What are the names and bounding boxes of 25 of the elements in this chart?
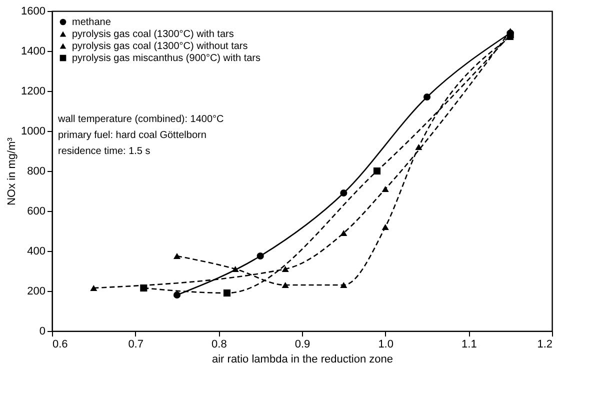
x-tick-label: 0.8 [212, 338, 227, 350]
annotation: primary fuel: hard coal Göttelborn [58, 130, 206, 141]
legend-label: methane [72, 17, 112, 28]
annotation: residence time: 1.5 s [58, 146, 150, 157]
legend-label: pyrolysis gas miscanthus (900°C) with tars [72, 53, 261, 64]
y-tick-label: 600 [27, 206, 46, 218]
y-tick-label: 0 [39, 326, 46, 338]
y-tick-label: 800 [27, 166, 46, 178]
y-tick-label: 200 [27, 286, 46, 298]
x-tick-label: 1.1 [462, 338, 477, 350]
annotation: wall temperature (combined): 1400°C [57, 114, 224, 125]
y-axis-title: NOx in mg/m³ [6, 137, 18, 206]
legend-label: pyrolysis gas coal (1300°C) without tars [72, 41, 248, 52]
legend-label: pyrolysis gas coal (1300°C) with tars [72, 29, 234, 40]
x-tick-label: 0.7 [128, 338, 144, 350]
y-tick-label: 1400 [21, 46, 46, 58]
x-tick-label: 0.9 [294, 338, 310, 350]
y-tick-label: 1200 [21, 86, 46, 98]
x-tick-label: 1.2 [537, 338, 552, 350]
y-tick-label: 1600 [21, 6, 46, 18]
x-tick-label: 1.0 [378, 338, 394, 350]
y-tick-label: 400 [27, 246, 46, 258]
x-tick-label: 0.6 [52, 338, 68, 350]
x-axis-title: air ratio lambda in the reduction zone [212, 354, 393, 366]
y-tick-label: 1000 [21, 126, 46, 138]
